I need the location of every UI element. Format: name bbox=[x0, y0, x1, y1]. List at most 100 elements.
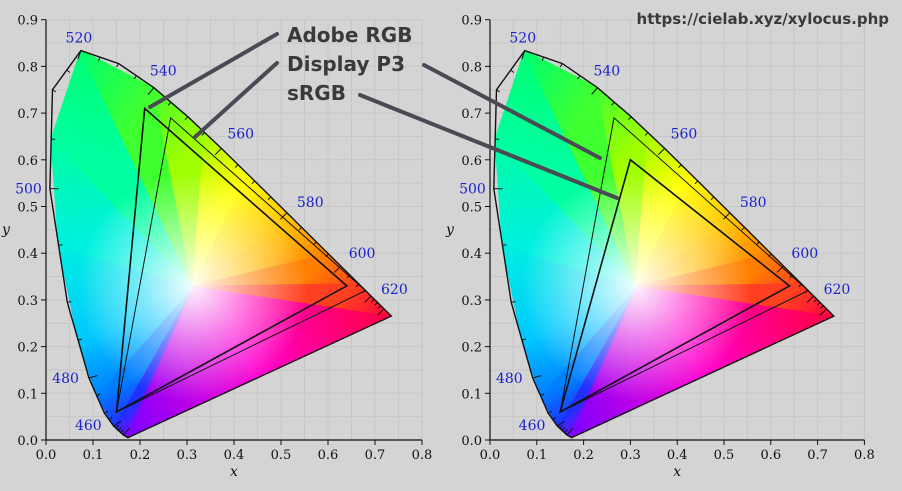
wavelength-tick bbox=[694, 180, 699, 185]
x-tick-label: 0.5 bbox=[271, 448, 292, 463]
wavelength-tick bbox=[532, 375, 542, 379]
wavelength-tick bbox=[628, 116, 632, 120]
y-axis-title: y bbox=[1, 222, 11, 238]
wavelength-tick bbox=[108, 416, 113, 420]
y-tick-label: 0.9 bbox=[17, 14, 38, 29]
wavelength-tick bbox=[511, 301, 516, 303]
wavelength-tick bbox=[813, 298, 818, 303]
wavelength-label-540: 540 bbox=[150, 64, 177, 80]
wavelength-label-620: 620 bbox=[824, 282, 851, 298]
x-tick-label: 0.4 bbox=[224, 448, 245, 463]
callout-lines bbox=[148, 32, 619, 200]
wavelength-tick bbox=[96, 393, 101, 396]
wavelength-tick bbox=[371, 298, 375, 303]
wavelength-tick bbox=[377, 305, 382, 309]
wavelength-tick bbox=[496, 89, 501, 93]
wavelength-label-600: 600 bbox=[349, 246, 376, 262]
gamut-triangle-srgb bbox=[558, 158, 791, 414]
wavelength-tick bbox=[374, 302, 378, 306]
wavelength-tick bbox=[566, 427, 574, 436]
wavelength-tick bbox=[789, 274, 793, 279]
x-tick-label: 0.6 bbox=[318, 448, 339, 463]
wavelength-label-520: 520 bbox=[66, 31, 93, 47]
x-tick-label: 0.0 bbox=[36, 448, 57, 463]
x-tick-label: 0.1 bbox=[526, 448, 547, 463]
wavelength-tick bbox=[559, 63, 563, 68]
wavelength-tick bbox=[113, 420, 122, 427]
x-tick-label: 0.8 bbox=[854, 448, 875, 463]
wavelength-tick bbox=[502, 244, 507, 246]
wavelength-tick bbox=[611, 101, 615, 106]
source-url-label: https://cielab.xyz/xylocus.php bbox=[637, 10, 890, 28]
wavelength-tick bbox=[120, 429, 124, 434]
y-tick-label: 0.7 bbox=[461, 107, 482, 122]
legend-display-p3-label: Display P3 bbox=[287, 52, 405, 76]
y-tick-label: 0.0 bbox=[461, 434, 482, 449]
y-tick-label: 0.1 bbox=[17, 387, 38, 402]
right-chromaticity-panel: 460 480 500 520 540 560 580 600 620 0.0 0.1 0.2 0.3 0… bbox=[445, 14, 875, 480]
x-tick-label: 0.4 bbox=[667, 448, 688, 463]
wavelength-tick bbox=[657, 148, 665, 156]
wavelength-tick bbox=[723, 212, 731, 220]
wavelength-tick bbox=[591, 87, 598, 95]
y-tick-label: 0.8 bbox=[17, 60, 38, 75]
callout-line bbox=[358, 93, 619, 200]
wavelength-tick bbox=[820, 305, 824, 309]
gamut-triangle-display-p3 bbox=[115, 116, 367, 413]
chromaticity-color-fill bbox=[50, 50, 392, 438]
wavelength-tick bbox=[552, 416, 557, 420]
callout-line bbox=[193, 61, 279, 139]
legend-srgb-label: sRGB bbox=[287, 81, 346, 105]
y-tick-label: 0.6 bbox=[461, 154, 482, 169]
wavelength-label-560: 560 bbox=[227, 126, 254, 142]
wavelength-tick bbox=[644, 132, 649, 136]
wavelength-label-580: 580 bbox=[740, 195, 767, 211]
wavelength-tick bbox=[364, 295, 372, 303]
y-tick-label: 0.7 bbox=[17, 107, 38, 122]
wavelength-tick bbox=[133, 75, 137, 80]
wavelength-tick bbox=[561, 427, 566, 431]
wavelength-tick bbox=[510, 69, 515, 73]
wavelength-label-600: 600 bbox=[791, 246, 818, 262]
left-chromaticity-panel: 460 480 500 520 540 560 580 600 620 0.0 0.1 0.2 0.3 0… bbox=[1, 14, 432, 480]
y-tick-label: 0.5 bbox=[17, 201, 38, 216]
wavelength-tick bbox=[77, 338, 83, 341]
wavelength-label-540: 540 bbox=[593, 64, 620, 80]
wavelength-tick bbox=[541, 56, 545, 62]
wavelength-tick bbox=[67, 301, 72, 303]
wavelength-label-500: 500 bbox=[459, 182, 486, 198]
wavelength-tick bbox=[116, 63, 120, 68]
wavelength-tick bbox=[540, 393, 545, 396]
wavelength-label-560: 560 bbox=[671, 126, 698, 142]
wavelength-tick bbox=[577, 75, 581, 80]
wavelength-tick bbox=[741, 226, 745, 231]
wavelength-tick bbox=[557, 420, 566, 427]
y-tick-label: 0.1 bbox=[461, 387, 482, 402]
x-tick-label: 0.3 bbox=[177, 448, 198, 463]
wavelength-tick bbox=[66, 69, 71, 73]
x-tick-label: 0.6 bbox=[760, 448, 781, 463]
x-tick-label: 0.3 bbox=[620, 448, 641, 463]
wavelength-tick bbox=[147, 87, 155, 95]
white-point-glow bbox=[77, 171, 308, 402]
wavelength-label-480: 480 bbox=[496, 371, 523, 387]
wavelength-tick bbox=[678, 164, 682, 168]
y-tick-label: 0.2 bbox=[461, 341, 482, 356]
wavelength-tick bbox=[298, 226, 302, 231]
wavelength-tick bbox=[214, 148, 222, 156]
x-axis-title: x bbox=[673, 464, 681, 480]
y-tick-label: 0.9 bbox=[461, 14, 482, 29]
wavelength-tick bbox=[118, 427, 122, 431]
y-tick-label: 0.2 bbox=[17, 341, 38, 356]
gamut-triangle-display-p3 bbox=[559, 116, 810, 413]
wavelength-tick bbox=[122, 427, 130, 436]
wavelength-tick bbox=[564, 429, 568, 434]
wavelength-label-500: 500 bbox=[15, 182, 42, 198]
x-tick-label: 0.2 bbox=[130, 448, 151, 463]
wavelength-tick bbox=[77, 50, 82, 60]
wavelength-tick bbox=[267, 196, 272, 201]
wavelength-tick bbox=[377, 308, 385, 316]
white-point-glow bbox=[521, 171, 752, 402]
wavelength-tick bbox=[521, 338, 526, 341]
